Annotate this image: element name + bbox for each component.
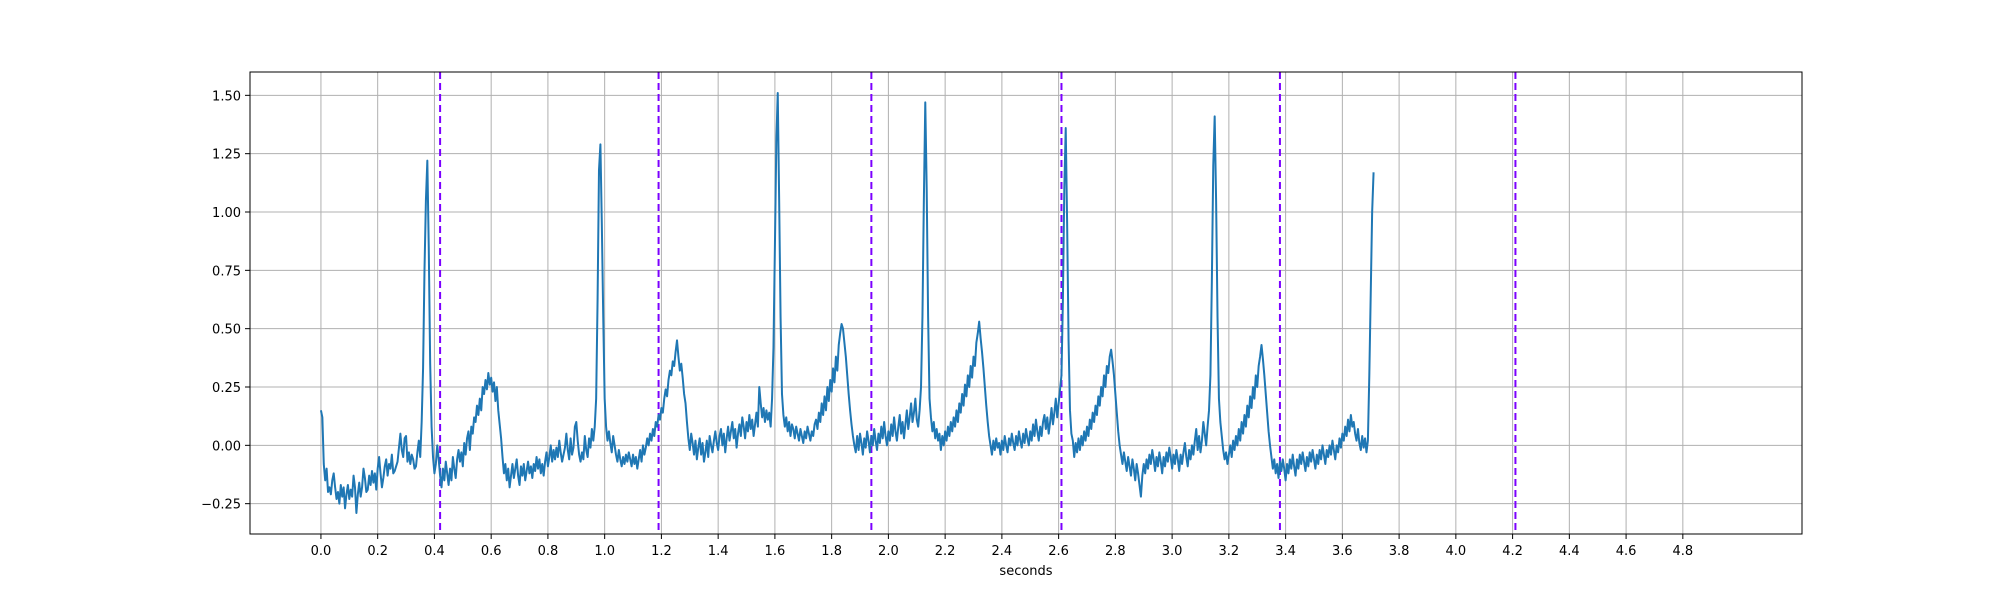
y-axis-ticks: 1.50 1.25 1.00 0.75 0.50 0.25 0.00 −0.25	[201, 89, 250, 513]
y-tick-label: 1.00	[212, 206, 241, 221]
signal-line	[319, 92, 1375, 514]
x-tick-label: 1.2	[651, 544, 672, 559]
x-tick-label: 1.6	[765, 544, 786, 559]
x-tick-label: 0.0	[311, 544, 332, 559]
x-tick-label: 4.8	[1672, 544, 1693, 559]
x-tick-label: 0.6	[481, 544, 502, 559]
y-tick-label: 1.50	[212, 89, 241, 104]
peak-markers	[439, 72, 1517, 534]
x-tick-label: 0.4	[424, 544, 445, 559]
x-tick-label: 3.4	[1275, 544, 1296, 559]
y-tick-label: 1.25	[212, 148, 241, 163]
x-tick-label: 4.2	[1502, 544, 1523, 559]
x-tick-label: 2.6	[1048, 544, 1069, 559]
x-tick-label: 0.8	[538, 544, 559, 559]
y-tick-label: −0.25	[201, 498, 241, 513]
x-tick-label: 3.0	[1162, 544, 1183, 559]
plot-frame	[249, 71, 1803, 535]
x-axis-ticks: 0.0 0.2 0.4 0.6 0.8 1.0 1.2 1.4 1.6 1.8 2.0 2.2 2.4 2…	[311, 534, 1693, 559]
x-axis-label: seconds	[999, 564, 1052, 579]
x-tick-label: 1.8	[821, 544, 842, 559]
x-tick-label: 1.0	[594, 544, 615, 559]
x-tick-label: 4.6	[1616, 544, 1637, 559]
x-tick-label: 2.2	[935, 544, 956, 559]
x-tick-label: 4.0	[1446, 544, 1467, 559]
y-tick-label: 0.25	[212, 381, 241, 396]
x-tick-label: 3.8	[1389, 544, 1410, 559]
x-tick-label: 2.8	[1105, 544, 1126, 559]
x-tick-label: 2.4	[992, 544, 1013, 559]
x-tick-label: 1.4	[708, 544, 729, 559]
x-tick-label: 3.6	[1332, 544, 1353, 559]
x-tick-label: 0.2	[367, 544, 388, 559]
x-tick-label: 4.4	[1559, 544, 1580, 559]
grid	[250, 72, 1802, 534]
y-tick-label: 0.00	[212, 439, 241, 454]
x-tick-label: 2.0	[878, 544, 899, 559]
y-tick-label: 0.50	[212, 323, 241, 338]
y-tick-label: 0.75	[212, 264, 241, 279]
x-tick-label: 3.2	[1219, 544, 1240, 559]
